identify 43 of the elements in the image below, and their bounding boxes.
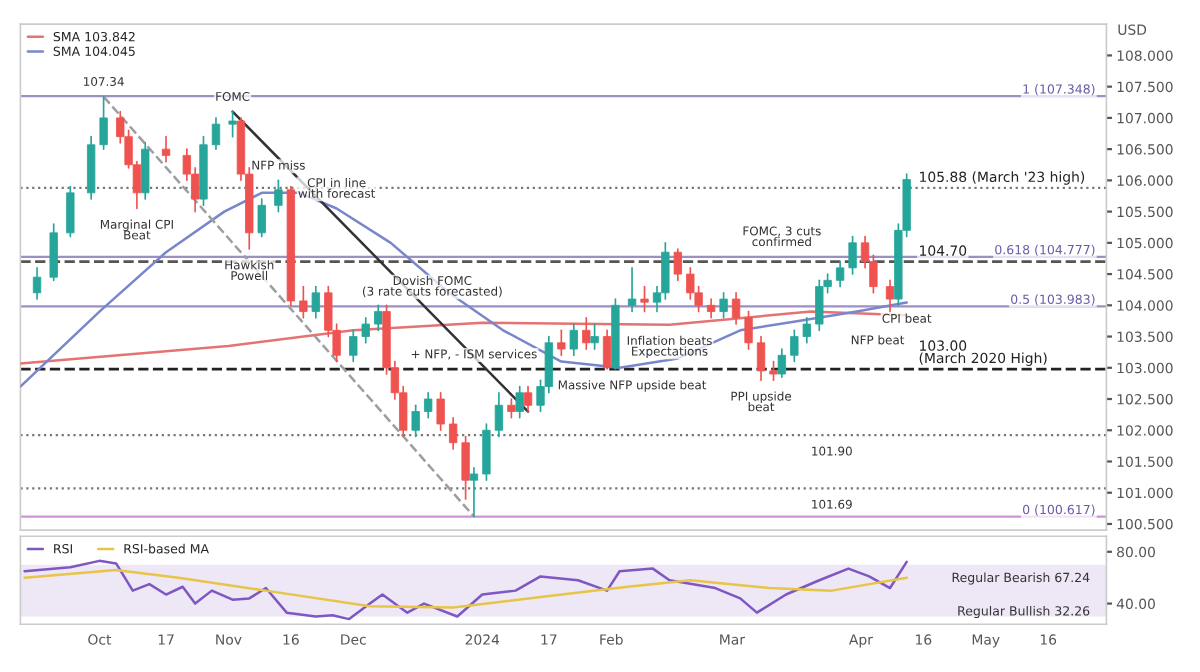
candlestick (756, 335, 766, 382)
line-series (23, 568, 908, 609)
candlestick (515, 385, 524, 419)
candlestick (274, 179, 283, 213)
line-series (20, 191, 908, 388)
candlestick (640, 285, 649, 313)
candlestick (469, 466, 479, 518)
candlestick (590, 323, 599, 350)
candlestick (311, 285, 320, 319)
candlestick (49, 223, 58, 282)
candlestick (523, 385, 533, 413)
candlestick (569, 323, 578, 357)
candlestick (32, 266, 42, 300)
line-series (23, 559, 908, 621)
candlestick (719, 291, 728, 319)
candlestick (582, 316, 591, 350)
candlestick (211, 117, 221, 150)
candlestick (161, 135, 171, 163)
candlestick (602, 329, 612, 370)
candlestick (257, 198, 266, 238)
candlestick (777, 348, 787, 378)
candlestick (835, 260, 845, 288)
candlestick (436, 391, 445, 432)
candlestick (299, 285, 308, 319)
candlestick (731, 291, 741, 325)
candlestick (885, 279, 895, 313)
candlestick (507, 398, 516, 419)
candlestick (494, 391, 504, 438)
candlestick (557, 329, 566, 357)
candlestick (848, 235, 857, 275)
candlestick (769, 360, 778, 382)
candlestick (706, 298, 716, 319)
candlestick (627, 266, 637, 313)
candlestick (411, 404, 420, 438)
candlestick (66, 185, 75, 238)
candlestick (374, 304, 383, 332)
candlestick (673, 248, 682, 282)
candlestick (744, 310, 753, 350)
candlestick (228, 110, 237, 138)
candlestick (424, 391, 433, 419)
candlestick (141, 142, 150, 200)
candlestick (482, 423, 491, 482)
candlestick (815, 279, 824, 332)
